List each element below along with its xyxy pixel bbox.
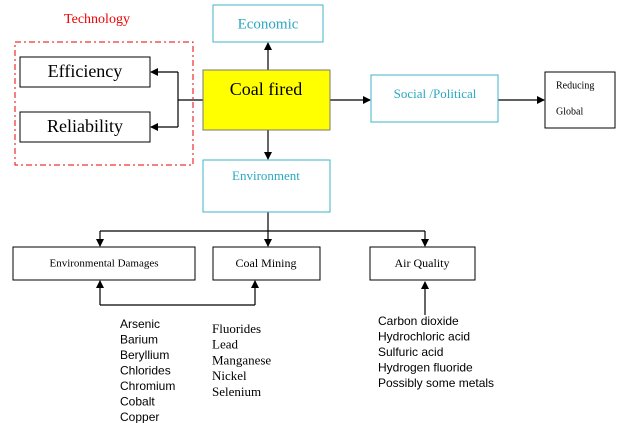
list-item: Nickel: [212, 368, 247, 383]
box: [19, 111, 151, 143]
node-label: Coal fired: [230, 79, 302, 99]
list-item: Copper: [120, 410, 159, 423]
box: [202, 159, 331, 213]
group-label: Technology: [64, 12, 130, 27]
list-item: Selenium: [212, 384, 261, 399]
node-label: Environmental Damages: [49, 258, 158, 270]
list-item: Manganese: [212, 352, 271, 367]
list-item: Possibly some metals: [378, 376, 494, 390]
list-item: Lead: [212, 337, 238, 352]
box: [202, 69, 331, 131]
node-label: Reducing: [556, 80, 594, 91]
list-item: Arsenic: [120, 317, 160, 331]
list-item: Chromium: [120, 379, 175, 393]
box: [370, 74, 499, 123]
list-item: Sulfuric acid: [378, 345, 443, 359]
box: [369, 246, 476, 281]
list-item: Chlorides: [120, 364, 171, 378]
node-label: Coal Mining: [235, 256, 296, 270]
node-label: Air Quality: [395, 256, 450, 270]
box: [212, 4, 324, 43]
node-label: Social /Political: [394, 86, 477, 101]
box: [212, 246, 321, 281]
node-label: Environment: [232, 168, 300, 183]
list-item: Hydrogen fluoride: [378, 361, 473, 375]
list-item: Carbon dioxide: [378, 314, 459, 328]
box: [544, 71, 616, 129]
technology-group: [14, 41, 194, 166]
node-label: Economic: [238, 16, 299, 32]
list-item: Hydrochloric acid: [378, 330, 470, 344]
list-item: Beryllium: [120, 348, 169, 362]
box: [19, 56, 151, 88]
node-label: Reliability: [47, 116, 123, 136]
list-item: Fluorides: [212, 321, 261, 336]
connectors: [96, 42, 545, 315]
node-label: Global: [556, 106, 583, 117]
list-item: Cobalt: [120, 395, 155, 409]
node-label: Efficiency: [48, 61, 123, 81]
list-item: Barium: [120, 333, 158, 347]
box: [12, 246, 196, 281]
